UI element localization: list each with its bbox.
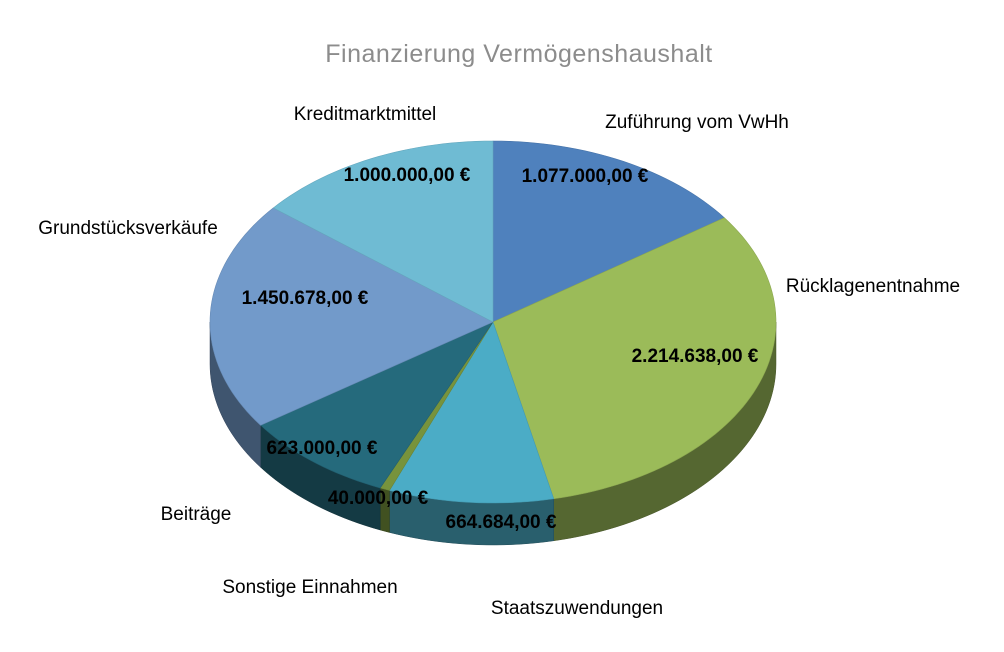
category-label-staatszuwendungen: Staatszuwendungen [491,598,663,619]
value-label-staatszuwendungen: 664.684,00 € [446,512,557,533]
pie-slice-kreditmarktmittel [272,140,494,323]
category-label-zufuehrung-vom-vwhh: Zuführung vom VwHh [605,112,789,133]
pie-slice-ruecklagenentnahme [492,217,777,500]
category-label-beitraege: Beiträge [161,504,232,525]
pie-slice-grundstuecksverkaeufe [209,207,494,426]
category-label-kreditmarktmittel: Kreditmarktmittel [294,104,437,125]
pie-slices [209,140,777,504]
value-label-ruecklagenentnahme: 2.214.638,00 € [632,346,759,367]
pie-slice-zufuehrung-vom-vwhh [492,140,725,323]
category-label-ruecklagenentnahme: Rücklagenentnahme [786,276,960,297]
pie-slice-staatszuwendungen [389,321,555,504]
category-label-sonstige-einnahmen: Sonstige Einnahmen [222,577,397,598]
pie-labels: Zuführung vom VwHh 1.077.000,00 € Rücklage… [38,104,960,619]
pie-slice-beitraege [260,321,494,489]
value-label-sonstige-einnahmen: 40.000,00 € [328,488,429,509]
value-label-beitraege: 623.000,00 € [267,438,378,459]
pie-sides [209,321,777,546]
category-label-grundstuecksverkaeufe: Grundstücksverkäufe [38,218,218,239]
value-label-kreditmarktmittel: 1.000.000,00 € [344,165,471,186]
value-label-grundstuecksverkaeufe: 1.450.678,00 € [242,288,369,309]
chart-title: Finanzierung Vermögenshaushalt [325,40,712,68]
value-label-zufuehrung-vom-vwhh: 1.077.000,00 € [522,166,649,187]
